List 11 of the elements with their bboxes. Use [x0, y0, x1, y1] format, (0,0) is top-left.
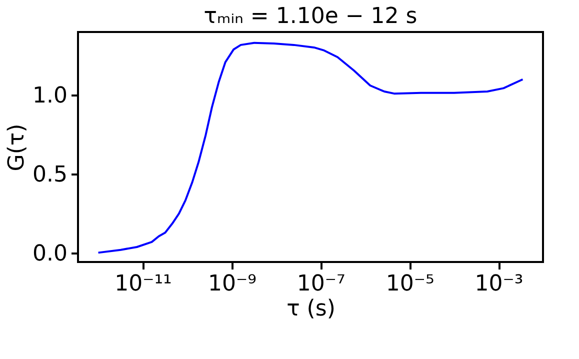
y-tick-label: 0.0	[32, 242, 68, 266]
x-tick-label: 10⁻⁵	[386, 272, 434, 296]
y-tick-label: 1.0	[32, 84, 68, 109]
x-tick-label: 10⁻⁹	[208, 272, 256, 296]
y-tick-label: 0.5	[32, 162, 68, 188]
y-axis-title: G(τ)	[4, 124, 30, 172]
x-tick-label: 10⁻⁷	[296, 272, 346, 296]
x-tick-label: 10⁻³	[474, 272, 524, 296]
chart-title: τₘᵢₙ = 1.10e − 12 s	[204, 4, 418, 29]
x-tick-label: 10⁻¹¹	[114, 272, 172, 296]
x-axis-title: τ (s)	[286, 296, 336, 322]
